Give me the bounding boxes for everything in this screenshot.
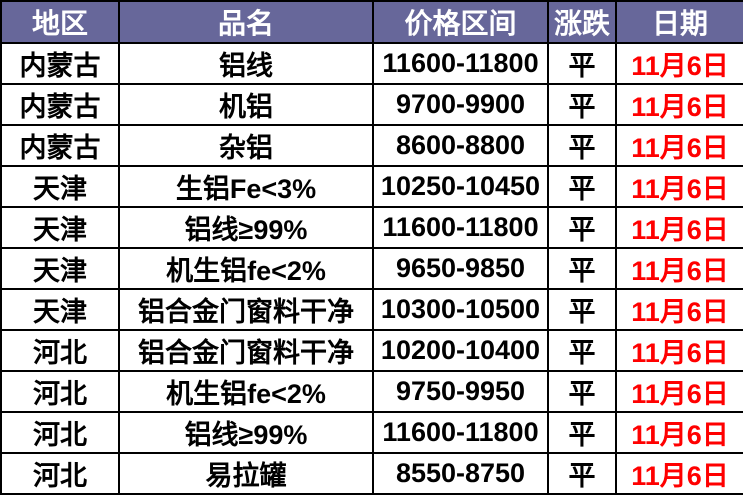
product-cell: 机铝 — [118, 83, 374, 126]
date-cell: 11月6日 — [615, 165, 743, 208]
change-cell: 平 — [547, 329, 617, 372]
change-cell: 平 — [547, 288, 617, 331]
region-cell: 天津 — [0, 288, 120, 331]
change-cell: 平 — [547, 165, 617, 208]
header-price-range: 价格区间 — [372, 0, 549, 44]
price-cell: 9750-9950 — [372, 370, 549, 413]
change-cell: 平 — [547, 42, 617, 85]
product-cell: 生铝Fe<3% — [118, 165, 374, 208]
product-cell: 铝线≥99% — [118, 206, 374, 249]
table-row: 天津 机生铝fe<2% 9650-9850 平 11月6日 — [0, 247, 743, 290]
date-cell: 11月6日 — [615, 206, 743, 249]
region-cell: 河北 — [0, 370, 120, 413]
header-product: 品名 — [118, 0, 374, 44]
date-cell: 11月6日 — [615, 42, 743, 85]
price-cell: 9700-9900 — [372, 83, 549, 126]
header-date: 日期 — [615, 0, 743, 44]
change-cell: 平 — [547, 206, 617, 249]
price-cell: 9650-9850 — [372, 247, 549, 290]
product-cell: 杂铝 — [118, 124, 374, 167]
table-row: 内蒙古 杂铝 8600-8800 平 11月6日 — [0, 124, 743, 167]
product-cell: 机生铝fe<2% — [118, 370, 374, 413]
price-cell: 10300-10500 — [372, 288, 549, 331]
change-cell: 平 — [547, 124, 617, 167]
region-cell: 天津 — [0, 165, 120, 208]
price-cell: 8550-8750 — [372, 452, 549, 495]
date-cell: 11月6日 — [615, 288, 743, 331]
region-cell: 河北 — [0, 329, 120, 372]
header-change: 涨跌 — [547, 0, 617, 44]
table-row: 河北 铝合金门窗料干净 10200-10400 平 11月6日 — [0, 329, 743, 372]
table-row: 河北 铝线≥99% 11600-11800 平 11月6日 — [0, 411, 743, 454]
product-cell: 铝合金门窗料干净 — [118, 288, 374, 331]
header-row: 地区 品名 价格区间 涨跌 日期 — [0, 0, 743, 44]
date-cell: 11月6日 — [615, 329, 743, 372]
table-row: 内蒙古 机铝 9700-9900 平 11月6日 — [0, 83, 743, 126]
table-row: 天津 铝合金门窗料干净 10300-10500 平 11月6日 — [0, 288, 743, 331]
date-cell: 11月6日 — [615, 452, 743, 495]
product-cell: 铝线≥99% — [118, 411, 374, 454]
region-cell: 天津 — [0, 206, 120, 249]
region-cell: 内蒙古 — [0, 124, 120, 167]
table-row: 天津 生铝Fe<3% 10250-10450 平 11月6日 — [0, 165, 743, 208]
table-body: 内蒙古 铝线 11600-11800 平 11月6日 内蒙古 机铝 9700-9900 平 11月… — [0, 42, 743, 495]
price-cell: 10200-10400 — [372, 329, 549, 372]
region-cell: 河北 — [0, 452, 120, 495]
change-cell: 平 — [547, 83, 617, 126]
date-cell: 11月6日 — [615, 247, 743, 290]
price-cell: 8600-8800 — [372, 124, 549, 167]
price-cell: 10250-10450 — [372, 165, 549, 208]
table-row: 河北 机生铝fe<2% 9750-9950 平 11月6日 — [0, 370, 743, 413]
region-cell: 内蒙古 — [0, 83, 120, 126]
table-row: 内蒙古 铝线 11600-11800 平 11月6日 — [0, 42, 743, 85]
date-cell: 11月6日 — [615, 83, 743, 126]
change-cell: 平 — [547, 411, 617, 454]
table-row: 河北 易拉罐 8550-8750 平 11月6日 — [0, 452, 743, 495]
product-cell: 易拉罐 — [118, 452, 374, 495]
price-cell: 11600-11800 — [372, 42, 549, 85]
date-cell: 11月6日 — [615, 370, 743, 413]
product-cell: 铝线 — [118, 42, 374, 85]
region-cell: 天津 — [0, 247, 120, 290]
date-cell: 11月6日 — [615, 411, 743, 454]
change-cell: 平 — [547, 370, 617, 413]
price-cell: 11600-11800 — [372, 411, 549, 454]
price-cell: 11600-11800 — [372, 206, 549, 249]
header-region: 地区 — [0, 0, 120, 44]
region-cell: 内蒙古 — [0, 42, 120, 85]
change-cell: 平 — [547, 247, 617, 290]
region-cell: 河北 — [0, 411, 120, 454]
table-row: 天津 铝线≥99% 11600-11800 平 11月6日 — [0, 206, 743, 249]
date-cell: 11月6日 — [615, 124, 743, 167]
change-cell: 平 — [547, 452, 617, 495]
product-cell: 机生铝fe<2% — [118, 247, 374, 290]
product-cell: 铝合金门窗料干净 — [118, 329, 374, 372]
